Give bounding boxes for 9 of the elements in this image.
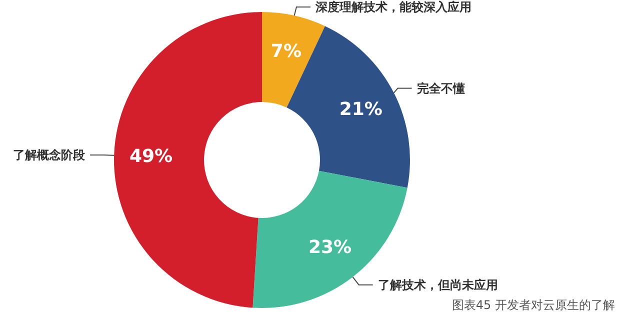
slice-label: 深度理解技术，能较深入应用 [314,0,472,14]
data-label: 49% [130,146,173,168]
slice-label: 完全不懂 [416,81,465,96]
data-label: 23% [308,237,352,258]
data-label: 21% [339,99,382,120]
slice-label: 了解技术，但尚未应用 [378,278,498,292]
slice-label: 了解概念阶段 [13,148,86,162]
data-label: 7% [270,41,302,62]
text: 图表45 开发者对云原生的了解 [452,298,616,312]
